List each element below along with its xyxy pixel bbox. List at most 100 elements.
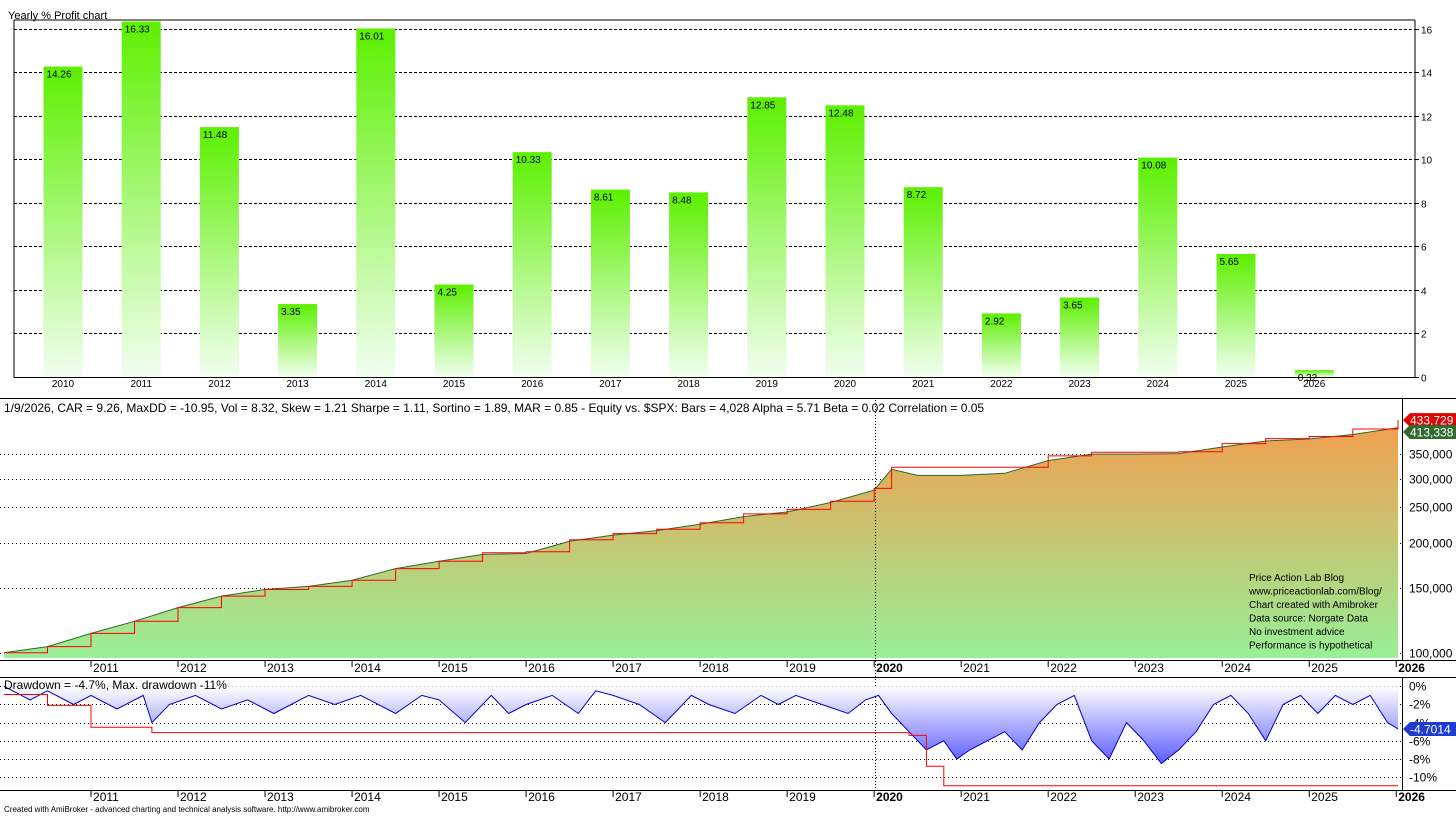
equity-panel: 1/9/2026, CAR = 9.26, MaxDD = -10.95, Vo… bbox=[0, 398, 1456, 790]
drawdown-x-tick-label: 2021 bbox=[963, 790, 990, 804]
yearly-x-tick-label: 2024 bbox=[1147, 379, 1170, 390]
yearly-bar-value-label: 10.33 bbox=[516, 155, 541, 166]
yearly-bar bbox=[278, 304, 318, 377]
drawdown-x-tick-label: 2022 bbox=[1050, 790, 1077, 804]
drawdown-x-tick-label: 2015 bbox=[441, 790, 468, 804]
drawdown-y-tick-label: -10% bbox=[1409, 771, 1437, 785]
yearly-x-tick-label: 2026 bbox=[1303, 379, 1326, 390]
drawdown-series-line bbox=[3, 685, 1399, 765]
yearly-chart-title: Yearly % Profit chart bbox=[8, 10, 107, 22]
yearly-y-tick-label: 16 bbox=[1421, 26, 1433, 37]
drawdown-value-badge-shape bbox=[1403, 722, 1456, 736]
yearly-bar bbox=[903, 187, 943, 377]
drawdown-x-tick-label: 2024 bbox=[1224, 790, 1251, 804]
yearly-bar-value-label: 16.33 bbox=[125, 25, 150, 36]
equity-y-tick-label: 150,000 bbox=[1409, 582, 1453, 596]
yearly-x-tick-label: 2012 bbox=[208, 379, 231, 390]
drawdown-x-axis-labels: 2011 2012 2013 2014 2015 2016 2017 2018 2019 2020… bbox=[90, 790, 1425, 804]
yearly-x-tick-label: 2019 bbox=[756, 379, 779, 390]
yearly-x-tick-label: 2013 bbox=[286, 379, 309, 390]
yearly-x-axis-labels: 2010 2011 2012 2013 2014 2015 2016 2017 2018 2019… bbox=[52, 379, 1326, 390]
yearly-y-tick-label: 12 bbox=[1421, 113, 1433, 124]
yearly-bar-value-label: 12.48 bbox=[829, 108, 854, 119]
equity-x-tick-label: 2020 bbox=[876, 661, 903, 675]
equity-x-tick-label: 2014 bbox=[354, 661, 381, 675]
equity-x-tick-label: 2012 bbox=[180, 661, 207, 675]
yearly-x-tick-label: 2022 bbox=[990, 379, 1013, 390]
equity-high-badge-label: 433,729 bbox=[1410, 414, 1454, 428]
yearly-x-tick-label: 2015 bbox=[443, 379, 466, 390]
yearly-bar-value-label: 8.48 bbox=[672, 195, 692, 206]
yearly-bar bbox=[121, 21, 161, 378]
equity-line bbox=[3, 427, 1399, 654]
yearly-bar bbox=[1060, 297, 1100, 377]
yearly-bar-value-label: 14.26 bbox=[47, 70, 72, 81]
yearly-bar-value-label: 0.32 bbox=[1298, 373, 1318, 384]
equity-x-tick-label: 2017 bbox=[615, 661, 642, 675]
yearly-bar bbox=[434, 284, 474, 377]
yearly-y-axis-labels: 0 2 4 6 8 10 12 14 16 bbox=[1421, 26, 1433, 385]
yearly-bar bbox=[590, 189, 630, 377]
yearly-bars bbox=[43, 21, 1334, 378]
equity-x-tick-label: 2011 bbox=[93, 661, 119, 675]
drawdown-y-tick-label: 0% bbox=[1409, 680, 1427, 694]
yearly-x-tick-label: 2020 bbox=[834, 379, 857, 390]
drawdown-x-tick-label: 2023 bbox=[1137, 790, 1164, 804]
annotation-line: Performance is hypothetical bbox=[1249, 641, 1372, 652]
equity-y-tick-label: 300,000 bbox=[1409, 473, 1453, 487]
yearly-bar bbox=[43, 66, 83, 378]
yearly-bar bbox=[825, 105, 865, 377]
yearly-value-labels: 14.26 16.33 11.48 3.35 16.01 4.25 10.33 8.61 8.4… bbox=[47, 25, 1318, 385]
yearly-profit-panel: Yearly % Profit chart 14.26 16.33 11.48 3.3… bbox=[0, 0, 1456, 392]
yearly-x-tick-label: 2014 bbox=[365, 379, 388, 390]
equity-y-tick-label: 100,000 bbox=[1409, 647, 1453, 661]
equity-x-tick-label: 2021 bbox=[963, 661, 990, 675]
drawdown-x-tick-label: 2019 bbox=[789, 790, 816, 804]
equity-high-badge-shape bbox=[1403, 413, 1456, 428]
equity-value-badge-label: 413,338 bbox=[1410, 426, 1454, 440]
yearly-x-tick-label: 2025 bbox=[1225, 379, 1248, 390]
drawdown-x-tick-label: 2013 bbox=[267, 790, 294, 804]
drawdown-x-tick-label: 2025 bbox=[1311, 790, 1338, 804]
yearly-bar bbox=[512, 152, 552, 377]
equity-x-tick-label: 2015 bbox=[441, 661, 468, 675]
equity-x-tick-label: 2022 bbox=[1050, 661, 1077, 675]
annotation-line: No investment advice bbox=[1249, 627, 1345, 638]
drawdown-x-tick-label: 2026 bbox=[1398, 790, 1425, 804]
amibroker-footer: Created with AmiBroker - advanced charti… bbox=[4, 805, 370, 814]
equity-y-tick-label: 350,000 bbox=[1409, 448, 1453, 462]
yearly-bar-value-label: 8.72 bbox=[907, 190, 927, 201]
yearly-y-tick-label: 2 bbox=[1421, 330, 1427, 341]
yearly-bar-value-label: 12.85 bbox=[750, 100, 775, 111]
equity-high-water-line bbox=[4, 420, 1399, 654]
equity-x-tick-label: 2024 bbox=[1224, 661, 1251, 675]
yearly-bar-value-label: 5.65 bbox=[1220, 257, 1240, 268]
annotation-line: Data source: Norgate Data bbox=[1249, 614, 1368, 625]
drawdown-x-tick-label: 2017 bbox=[615, 790, 642, 804]
equity-x-tick-label: 2013 bbox=[267, 661, 294, 675]
yearly-x-tick-label: 2017 bbox=[599, 379, 622, 390]
equity-x-tick-label: 2016 bbox=[528, 661, 555, 675]
equity-y-axis-labels: 100,000 150,000 200,000 250,000 300,000 350,0… bbox=[1409, 448, 1453, 661]
equity-x-tick-label: 2026 bbox=[1398, 661, 1425, 675]
annotation-line: Chart created with Amibroker bbox=[1249, 600, 1379, 611]
annotation-line: www.priceactionlab.com/Blog/ bbox=[1248, 587, 1382, 598]
drawdown-value-badge-label: -4.7014 bbox=[1410, 723, 1451, 737]
equity-y-tick-label: 250,000 bbox=[1409, 501, 1453, 515]
drawdown-x-tick-label: 2016 bbox=[528, 790, 555, 804]
yearly-y-tick-label: 0 bbox=[1421, 374, 1427, 385]
yearly-bar-value-label: 4.25 bbox=[438, 287, 458, 298]
drawdown-x-tick-label: 2011 bbox=[93, 790, 119, 804]
yearly-bar-value-label: 3.65 bbox=[1063, 301, 1083, 312]
yearly-bar bbox=[356, 28, 396, 378]
drawdown-area bbox=[4, 686, 1398, 764]
panel-background bbox=[0, 0, 1456, 392]
yearly-bar bbox=[981, 313, 1021, 377]
yearly-bar bbox=[199, 127, 239, 377]
drawdown-x-tick-label: 2012 bbox=[180, 790, 207, 804]
yearly-x-tick-label: 2021 bbox=[912, 379, 935, 390]
yearly-bar-value-label: 16.01 bbox=[359, 31, 384, 42]
